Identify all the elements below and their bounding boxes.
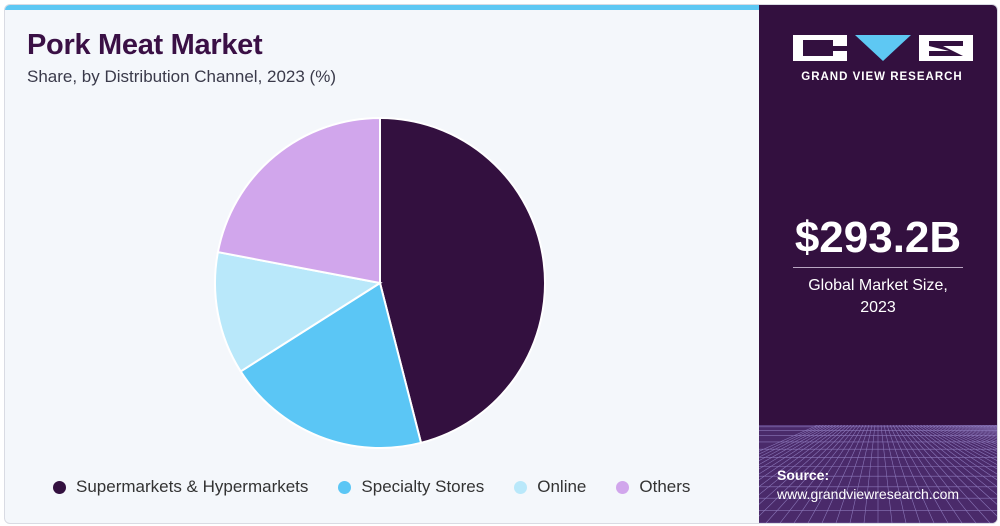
legend-label: Supermarkets & Hypermarkets: [76, 477, 309, 496]
chart-panel: Pork Meat Market Share, by Distribution …: [5, 5, 759, 523]
chart-legend: Supermarkets & Hypermarkets Specialty Sto…: [53, 477, 720, 497]
grid-background: [759, 425, 997, 523]
source-url: www.grandviewresearch.com: [777, 486, 960, 502]
pie-chart: [213, 116, 546, 450]
divider: [793, 267, 963, 268]
market-size-label-line2: 2023: [860, 299, 896, 316]
logo-text: GRAND VIEW RESEARCH: [801, 71, 963, 83]
market-size-value: $293.2B: [794, 213, 962, 262]
legend-item: Specialty Stores: [338, 477, 484, 497]
source-block: Source: www.grandviewresearch.com: [777, 467, 959, 502]
pie-slice-supermarkets-hypermarkets: [379, 116, 546, 445]
chart-title: Pork Meat Market: [27, 29, 263, 61]
grand-view-research-logo: GRAND VIEW RESEARCH: [789, 31, 975, 91]
legend-label: Online: [537, 477, 587, 496]
brand-panel: GRAND VIEW RESEARCH $293.2B Global Marke…: [759, 5, 997, 523]
market-size-label: Global Market Size, 2023: [759, 275, 997, 319]
logo-mark-icon: [793, 35, 973, 61]
legend-item: Others: [616, 477, 690, 497]
source-label: Source:: [777, 467, 830, 483]
pie-slice-others: [216, 116, 381, 285]
legend-swatch: [616, 480, 630, 494]
legend-swatch: [514, 480, 528, 494]
chart-subtitle: Share, by Distribution Channel, 2023 (%): [27, 67, 336, 86]
pie-slice-online: [213, 250, 383, 373]
legend-swatch: [338, 480, 352, 494]
legend-item: Online: [514, 477, 586, 497]
legend-label: Others: [639, 477, 691, 496]
legend-item: Supermarkets & Hypermarkets: [53, 477, 308, 497]
infographic: Pork Meat Market Share, by Distribution …: [4, 4, 998, 524]
market-size-label-line1: Global Market Size,: [808, 277, 948, 294]
legend-swatch: [53, 480, 66, 494]
accent-bar: [5, 5, 759, 10]
pie-slice-specialty-stores: [239, 281, 423, 450]
legend-label: Specialty Stores: [361, 477, 485, 496]
